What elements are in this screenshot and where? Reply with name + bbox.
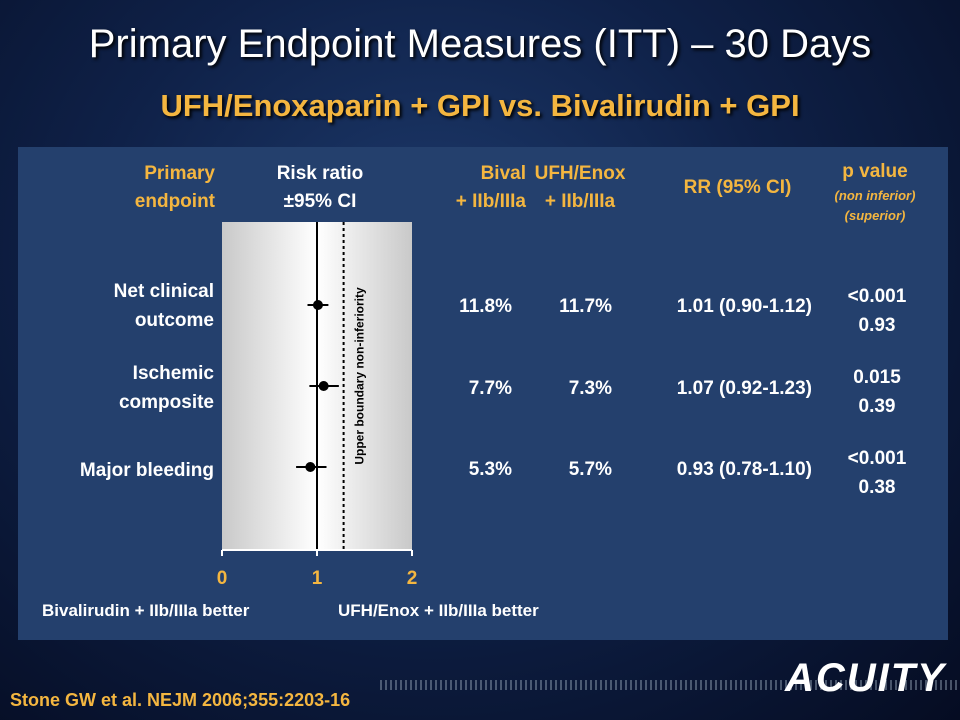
- header-risk-ratio-line1: Risk ratio: [276, 163, 364, 184]
- ufh-value: 7.3%: [568, 378, 612, 399]
- header-endpoint: Primary endpoint: [100, 160, 215, 216]
- pvalue-cell: <0.001 0.38: [817, 444, 937, 502]
- ufh-value: 11.7%: [559, 296, 612, 317]
- row-label-net-clinical: Net clinical outcome: [114, 277, 214, 335]
- slide-title: Primary Endpoint Measures (ITT) – 30 Day…: [88, 22, 872, 66]
- row-label-ischemic-line1: Ischemic: [132, 363, 214, 384]
- p-superior: 0.38: [858, 477, 896, 498]
- header-pvalue-superior: (superior): [844, 208, 906, 223]
- header-pvalue-line1: p value: [842, 161, 908, 182]
- bival-value: 11.8%: [459, 296, 512, 317]
- decorative-dot-band: [380, 680, 960, 690]
- header-pvalue: p value (non inferior) (superior): [810, 158, 940, 226]
- header-bival-line2: + IIb/IIIa: [455, 191, 526, 212]
- header-bival: Bival + IIb/IIIa: [416, 160, 526, 216]
- results-panel: [18, 147, 948, 640]
- p-noninferior: <0.001: [847, 286, 907, 307]
- row-label-major-bleeding-line1: Major bleeding: [79, 460, 214, 481]
- ufh-value: 5.7%: [568, 459, 612, 480]
- p-noninferior: 0.015: [853, 367, 901, 388]
- footer-bival-better: Bivalirudin + IIb/IIIa better: [42, 601, 250, 620]
- rr-value: 1.07 (0.92-1.23): [676, 378, 812, 399]
- p-noninferior: <0.001: [847, 448, 907, 469]
- header-ufh-line2: + IIb/IIIa: [544, 191, 616, 212]
- header-ufh: UFH/Enox + IIb/IIIa: [520, 160, 640, 216]
- acuity-logo: ACUITY: [785, 656, 946, 700]
- header-risk-ratio: Risk ratio ±95% CI: [245, 160, 395, 216]
- citation: Stone GW et al. NEJM 2006;355:2203-16: [10, 690, 351, 710]
- header-pvalue-noninferior: (non inferior): [834, 188, 916, 203]
- header-rr: RR (95% CI): [683, 177, 792, 198]
- pvalue-cell: 0.015 0.39: [817, 363, 937, 421]
- footer-ufh-better: UFH/Enox + IIb/IIIa better: [338, 601, 539, 620]
- row-label-ischemic-line2: composite: [118, 392, 214, 413]
- pvalue-cell: <0.001 0.93: [817, 282, 937, 340]
- row-label-ischemic: Ischemic composite: [119, 359, 214, 417]
- header-ufh-line1: UFH/Enox: [534, 163, 626, 184]
- bival-value: 7.7%: [468, 378, 512, 399]
- p-superior: 0.39: [858, 396, 896, 417]
- row-label-major-bleeding: Major bleeding: [80, 456, 214, 485]
- rr-value: 1.01 (0.90-1.12): [676, 296, 812, 317]
- slide-subtitle: UFH/Enoxaparin + GPI vs. Bivalirudin + G…: [160, 88, 800, 123]
- header-risk-ratio-line2: ±95% CI: [283, 191, 357, 212]
- row-label-net-clinical-line2: outcome: [134, 310, 214, 331]
- row-label-net-clinical-line1: Net clinical: [113, 281, 214, 302]
- header-endpoint-line2: endpoint: [134, 191, 215, 212]
- bival-value: 5.3%: [468, 459, 512, 480]
- rr-value: 0.93 (0.78-1.10): [676, 459, 812, 480]
- p-superior: 0.93: [858, 315, 896, 336]
- header-endpoint-line1: Primary: [144, 163, 215, 184]
- header-bival-line1: Bival: [480, 163, 526, 184]
